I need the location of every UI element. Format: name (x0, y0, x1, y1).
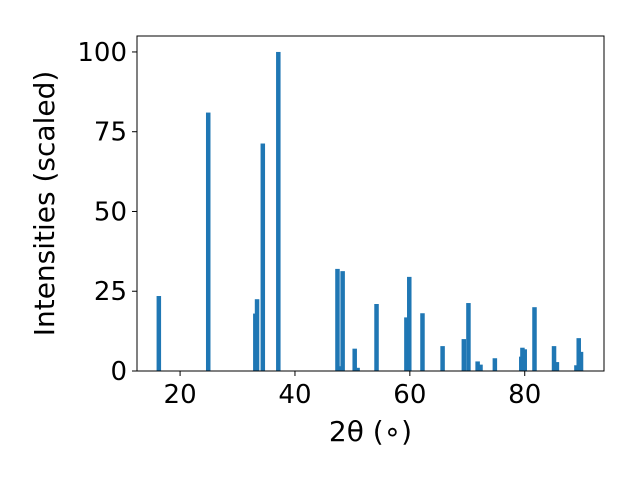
bar-4 (260, 143, 266, 371)
y-tick-label: 100 (77, 38, 127, 68)
bar-26 (554, 362, 560, 371)
x-tick-label: 40 (278, 380, 311, 410)
y-axis-ticks: 0 25 50 75 100 (77, 38, 137, 387)
bar-24 (532, 307, 537, 371)
bar-16 (461, 339, 467, 371)
bar-29 (578, 351, 584, 371)
bar-27 (574, 365, 579, 371)
bar-8 (340, 271, 345, 371)
x-tick-label: 20 (164, 380, 197, 410)
bars-group (156, 51, 584, 371)
bar-5 (276, 51, 281, 371)
bar-9 (352, 348, 357, 371)
bar-20 (492, 358, 498, 371)
bar-0 (156, 296, 162, 371)
bar-13 (407, 276, 412, 371)
bar-10 (355, 367, 360, 371)
bar-1 (205, 112, 211, 371)
axes-frame (136, 35, 605, 372)
y-tick-label: 75 (94, 118, 127, 148)
y-tick-label: 25 (94, 277, 127, 307)
bar-28 (576, 338, 581, 371)
bar-22 (520, 347, 525, 371)
x-tick-label: 80 (508, 380, 541, 410)
bar-3 (254, 299, 260, 371)
bar-15 (440, 346, 445, 371)
y-tick-label: 50 (94, 197, 127, 227)
x-axis-label: 2θ (∘) (329, 415, 412, 448)
y-axis-label: Intensities (scaled) (28, 71, 61, 337)
bar-25 (551, 346, 557, 371)
y-tick-label: 0 (110, 357, 127, 387)
bar-19 (478, 364, 483, 371)
bar-17 (466, 303, 471, 371)
bar-23 (522, 349, 527, 371)
bar-12 (404, 317, 409, 371)
bar-11 (374, 304, 379, 371)
bar-14 (420, 313, 425, 371)
x-tick-label: 60 (393, 380, 426, 410)
bar-6 (335, 268, 340, 371)
bar-18 (475, 361, 480, 371)
x-axis-ticks: 20 40 60 80 (164, 371, 541, 410)
